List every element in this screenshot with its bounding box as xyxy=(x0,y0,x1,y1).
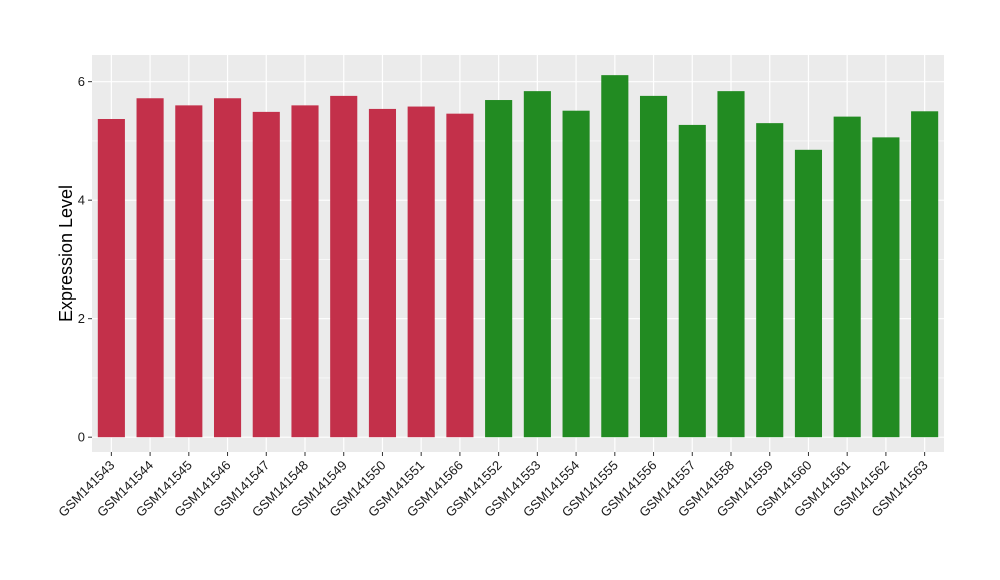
y-tick-label: 2 xyxy=(78,311,85,326)
bar-GSM141549 xyxy=(330,95,358,438)
bar-GSM141552 xyxy=(485,100,513,438)
bar-GSM141560 xyxy=(794,149,823,438)
bar-GSM141550 xyxy=(368,108,397,438)
bars xyxy=(97,75,939,438)
bar-GSM141546 xyxy=(213,98,242,438)
bar-GSM141544 xyxy=(136,98,164,438)
bar-GSM141557 xyxy=(678,124,706,438)
bar-GSM141555 xyxy=(601,75,629,438)
bar-GSM141553 xyxy=(523,91,551,438)
y-axis: 0 2 4 6 xyxy=(78,74,92,445)
bar-GSM141559 xyxy=(756,123,784,438)
y-tick-label: 0 xyxy=(78,430,85,445)
bar-GSM141566 xyxy=(446,113,474,438)
x-axis: GSM141543GSM141544GSM141545GSM141546GSM1… xyxy=(55,452,931,520)
bar-GSM141551 xyxy=(407,106,435,438)
bar-GSM141562 xyxy=(872,137,900,438)
bar-GSM141547 xyxy=(252,111,280,438)
y-tick-label: 6 xyxy=(78,74,85,89)
bar-GSM141554 xyxy=(562,110,590,438)
bar-GSM141545 xyxy=(175,105,203,438)
bar-GSM141558 xyxy=(717,91,745,438)
bar-GSM141563 xyxy=(911,111,939,438)
bar-GSM141543 xyxy=(97,118,125,438)
bar-GSM141548 xyxy=(291,105,319,438)
bar-GSM141561 xyxy=(833,116,861,438)
y-tick-label: 4 xyxy=(78,193,85,208)
y-axis-title: Expression Level xyxy=(56,185,76,322)
bar-GSM141556 xyxy=(639,95,668,438)
